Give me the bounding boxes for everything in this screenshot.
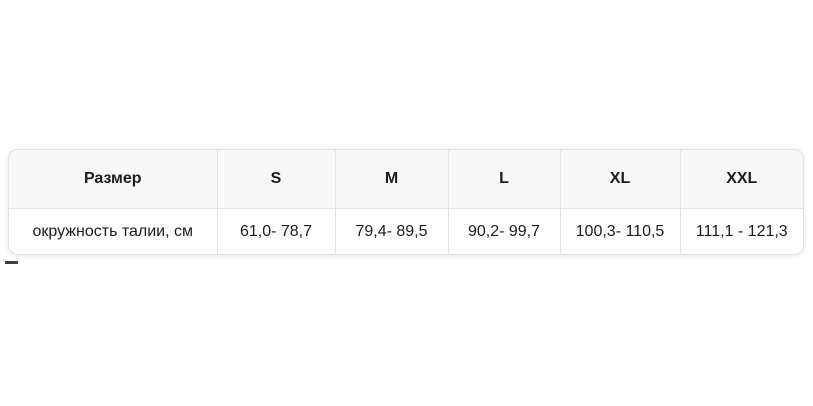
size-chart-table: Размер S M L XL XXL окружность талии, см…	[8, 149, 804, 255]
size-chart: Размер S M L XL XXL окружность талии, см…	[9, 150, 803, 254]
value-cell-l: 90,2- 99,7	[447, 208, 560, 254]
column-header-s: S	[216, 150, 335, 209]
value-cell-xl: 100,3- 110,5	[559, 208, 680, 254]
column-header-m: M	[334, 150, 448, 209]
value-cell-xxl: 111,1 - 121,3	[679, 208, 803, 254]
value-cell-m: 79,4- 89,5	[334, 208, 448, 254]
column-header-size: Размер	[9, 150, 217, 209]
table-row: окружность талии, см 61,0- 78,7 79,4- 89…	[9, 208, 803, 254]
size-chart-header-row: Размер S M L XL XXL	[9, 150, 803, 209]
value-cell-s: 61,0- 78,7	[216, 208, 335, 254]
row-header-waist: окружность талии, см	[9, 208, 217, 254]
column-header-xl: XL	[559, 150, 680, 209]
column-header-xxl: XXL	[679, 150, 803, 209]
clipped-text-fragment	[5, 261, 18, 264]
size-chart-body: окружность талии, см 61,0- 78,7 79,4- 89…	[9, 208, 803, 254]
column-header-l: L	[447, 150, 560, 209]
